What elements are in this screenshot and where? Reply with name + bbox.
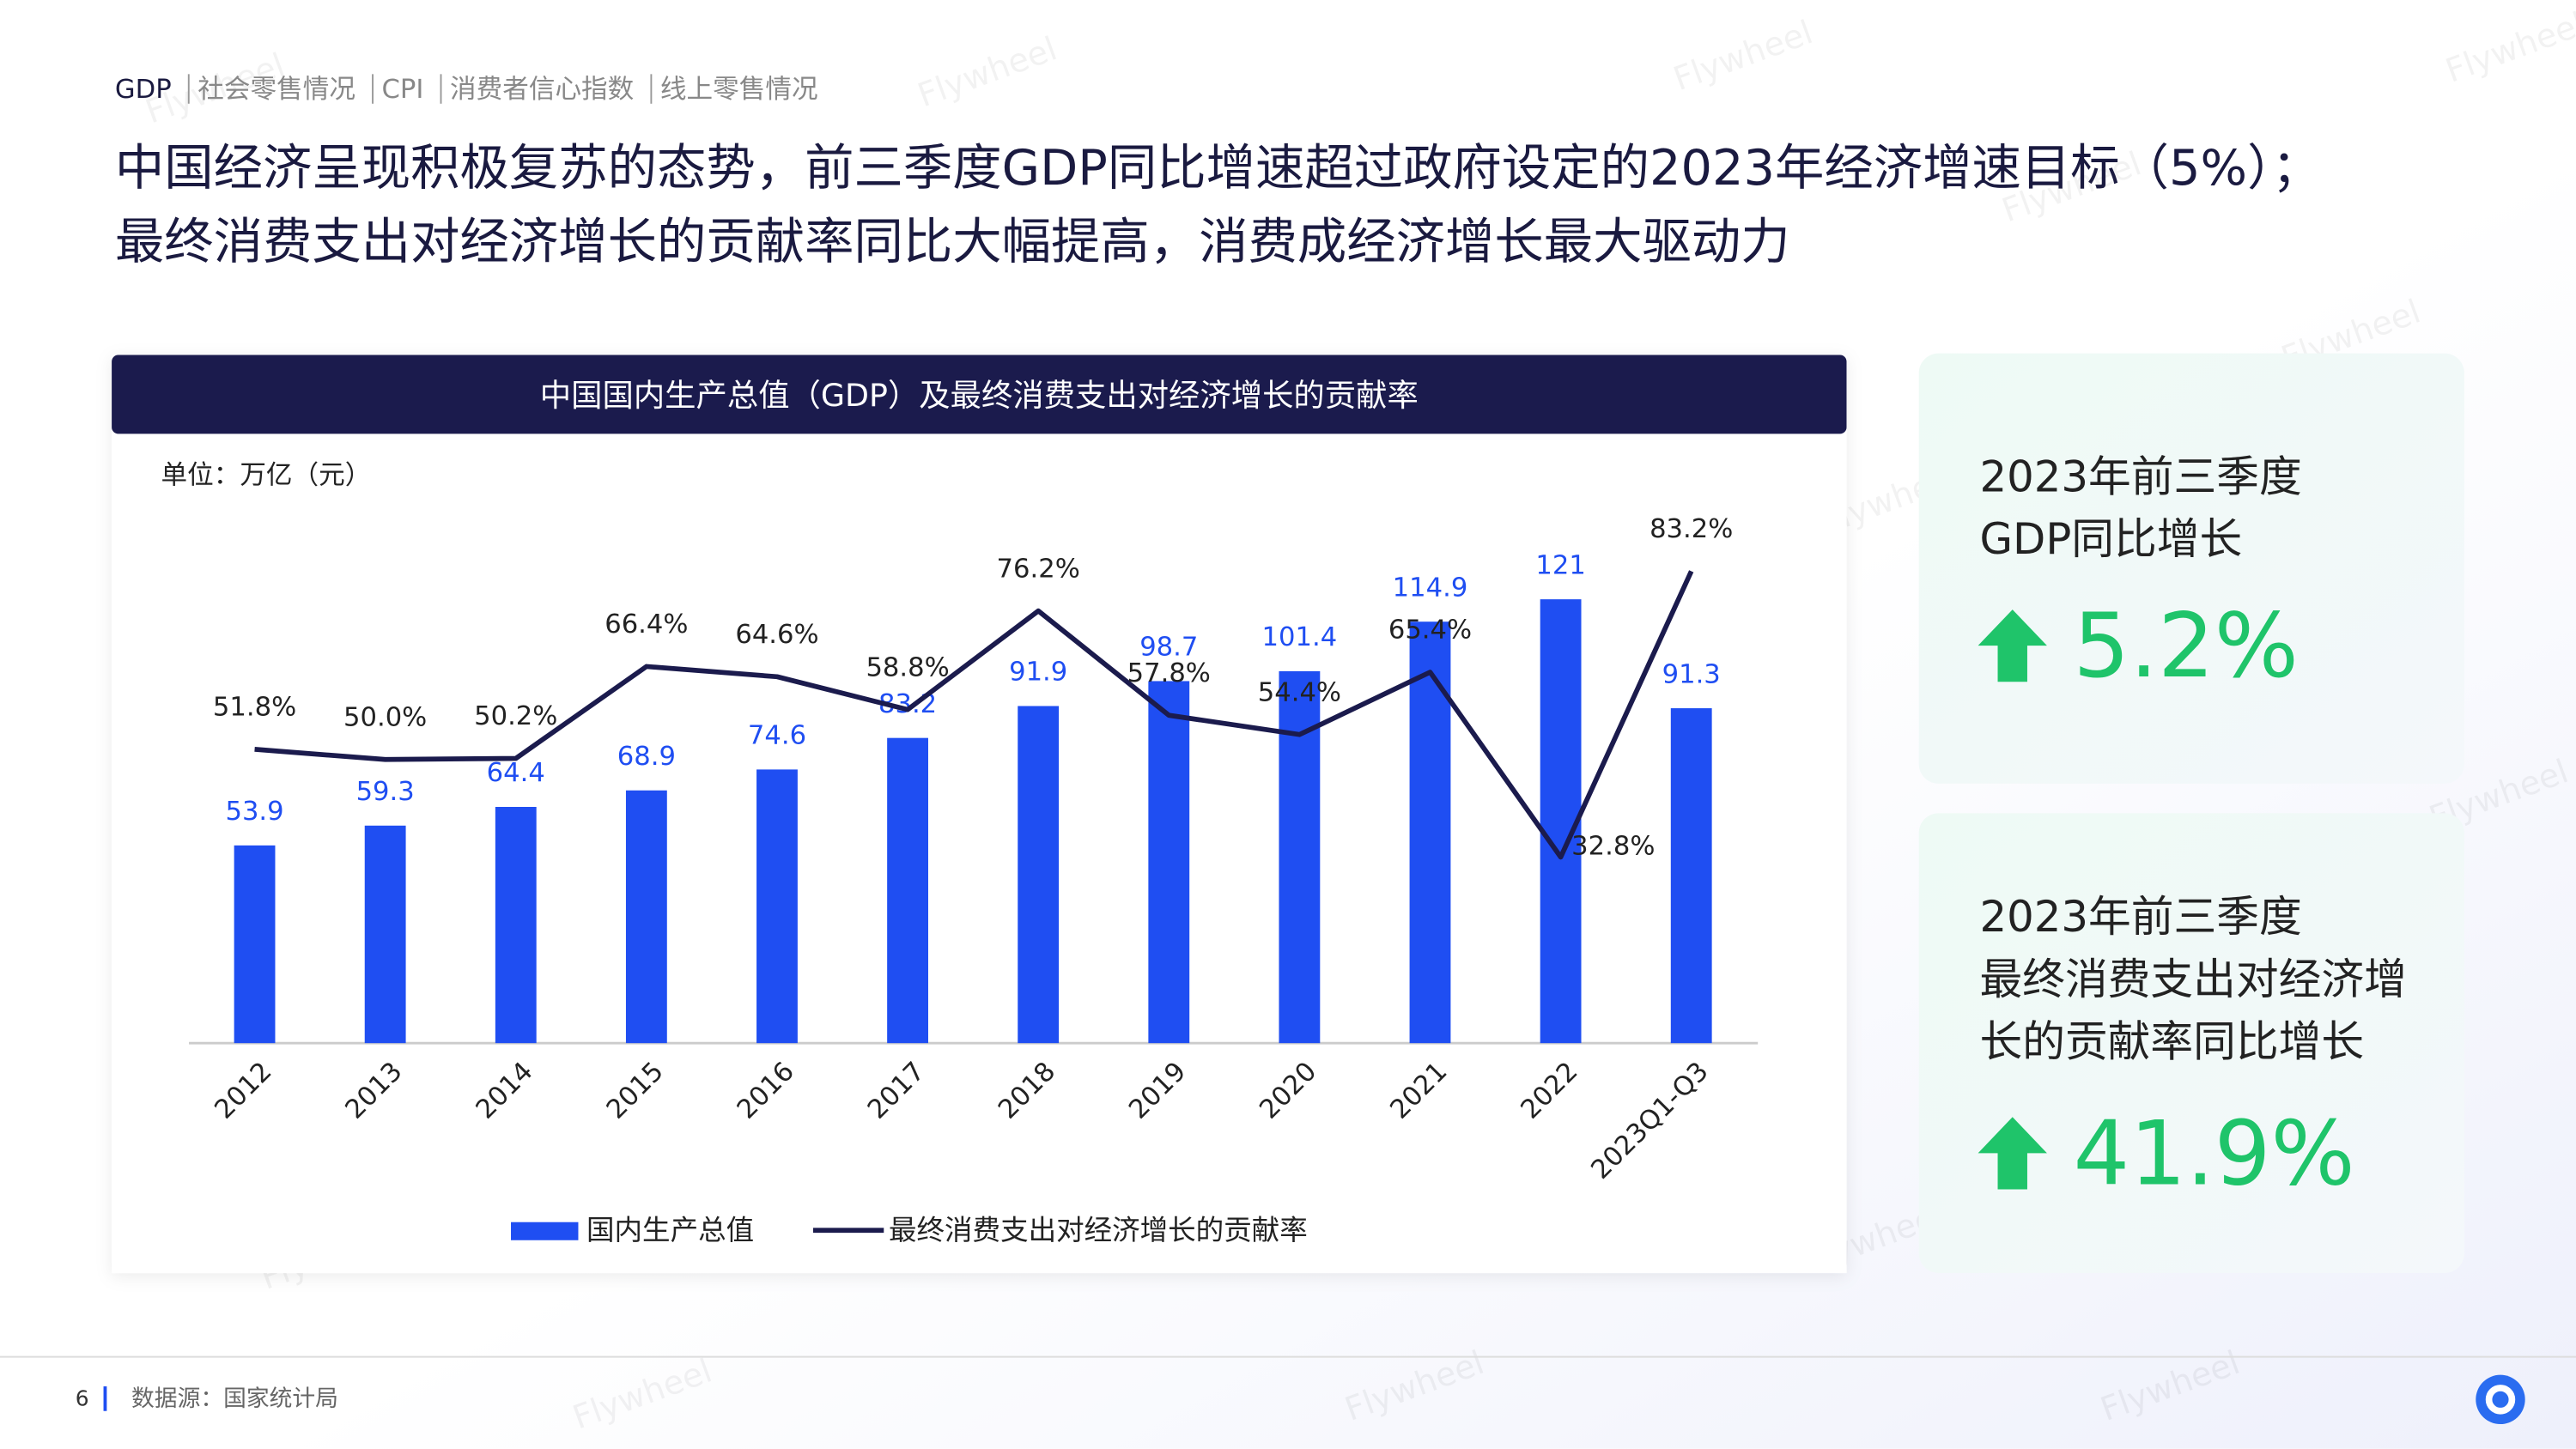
logo-ring bbox=[2485, 1385, 2516, 1415]
bar bbox=[1409, 621, 1451, 1044]
nav-item: CPI bbox=[382, 75, 424, 105]
line-value-label: 66.4% bbox=[605, 609, 688, 640]
bar-value-label: 53.9 bbox=[225, 797, 283, 827]
bar bbox=[887, 737, 928, 1044]
bar-value-label: 91.9 bbox=[1009, 658, 1067, 688]
title-line: 中国经济呈现积极复苏的态势，前三季度GDP同比增速超过政府设定的2023年经济增… bbox=[115, 139, 2321, 197]
line-value-label: 76.2% bbox=[997, 554, 1080, 584]
legend: 国内生产总值 最终消费支出对经济增长的贡献率 bbox=[511, 1214, 1308, 1246]
legend-swatch bbox=[511, 1222, 579, 1240]
bar-value-label: 74.6 bbox=[748, 721, 806, 751]
nav-separator bbox=[650, 74, 653, 104]
bar bbox=[1670, 708, 1712, 1044]
bar bbox=[1148, 681, 1190, 1044]
kpi-label: 2023年前三季度 bbox=[1979, 452, 2301, 501]
chart-header bbox=[112, 355, 1847, 434]
bar-value-label: 68.9 bbox=[617, 742, 676, 772]
kpi-label: GDP同比增长 bbox=[1979, 514, 2242, 564]
bar bbox=[1018, 706, 1060, 1044]
line-value-label: 32.8% bbox=[1571, 831, 1655, 861]
kpi-value: 41.9% bbox=[2074, 1102, 2355, 1205]
bar-value-label: 98.7 bbox=[1139, 633, 1198, 663]
line-value-label: 54.4% bbox=[1258, 677, 1341, 707]
line-value-label: 83.2% bbox=[1649, 514, 1733, 544]
line-value-label: 51.8% bbox=[213, 693, 296, 723]
kpi-value: 5.2% bbox=[2074, 595, 2299, 698]
nav-item: 线上零售情况 bbox=[660, 75, 818, 105]
bar bbox=[625, 790, 667, 1044]
nav-separator bbox=[187, 74, 190, 104]
line-value-label: 58.8% bbox=[866, 652, 949, 682]
bar-value-label: 64.4 bbox=[487, 758, 545, 788]
line-value-label: 50.2% bbox=[474, 701, 557, 731]
bar bbox=[364, 825, 406, 1044]
page-number: 6 bbox=[76, 1385, 89, 1410]
bar-value-label: 91.3 bbox=[1662, 659, 1721, 689]
kpi-label: 长的贡献率同比增长 bbox=[1979, 1017, 2364, 1067]
bar bbox=[495, 806, 537, 1044]
legend-label: 最终消费支出对经济增长的贡献率 bbox=[889, 1214, 1308, 1246]
bar-value-label: 101.4 bbox=[1262, 622, 1338, 652]
line-value-label: 57.8% bbox=[1127, 658, 1211, 688]
line-value-label: 65.4% bbox=[1388, 615, 1472, 646]
kpi-arrow bbox=[1978, 1117, 2047, 1190]
source: 数据源：国家统计局 bbox=[131, 1385, 338, 1412]
bar-value-label: 121 bbox=[1535, 550, 1585, 580]
chart-card bbox=[112, 355, 1847, 1274]
bar-value-label: 59.3 bbox=[356, 777, 415, 807]
line-value-label: 64.6% bbox=[735, 620, 818, 650]
kpis: 2023年前三季度 GDP同比增长 5.2% 2023年前三季度最终消费支出对经济增长… bbox=[1978, 452, 2407, 1205]
nav-item: 社会零售情况 bbox=[197, 75, 355, 105]
bar bbox=[756, 769, 798, 1044]
logo bbox=[2476, 1374, 2525, 1425]
kpi-card bbox=[1918, 813, 2464, 1274]
nav-item: 消费者信心指数 bbox=[450, 75, 634, 105]
kpi-card bbox=[1918, 353, 2464, 784]
nav-separator bbox=[440, 74, 442, 104]
line bbox=[254, 570, 1694, 860]
chart-title: 中国国内生产总值（GDP）及最终消费支出对经济增长的贡献率 bbox=[540, 377, 1419, 414]
kpi-label: 2023年前三季度 bbox=[1979, 892, 2301, 942]
unit-label: 单位：万亿（元） bbox=[161, 461, 371, 491]
nav-separator bbox=[372, 74, 374, 104]
legend-label: 国内生产总值 bbox=[586, 1214, 754, 1246]
nav-item: GDP bbox=[115, 75, 172, 105]
bar bbox=[234, 845, 276, 1044]
kpi-label: 最终消费支出对经济增 bbox=[1979, 955, 2406, 1004]
nav: GDP 社会零售情况 CPI 消费者信心指数 线上零售情况 bbox=[115, 74, 818, 105]
bar-value-label: 114.9 bbox=[1393, 573, 1468, 603]
title-line: 最终消费支出对经济增长的贡献率同比大幅提高，消费成经济增长最大驱动力 bbox=[115, 213, 1790, 270]
line-value-label: 50.0% bbox=[343, 702, 427, 732]
footer-bar bbox=[103, 1386, 107, 1411]
